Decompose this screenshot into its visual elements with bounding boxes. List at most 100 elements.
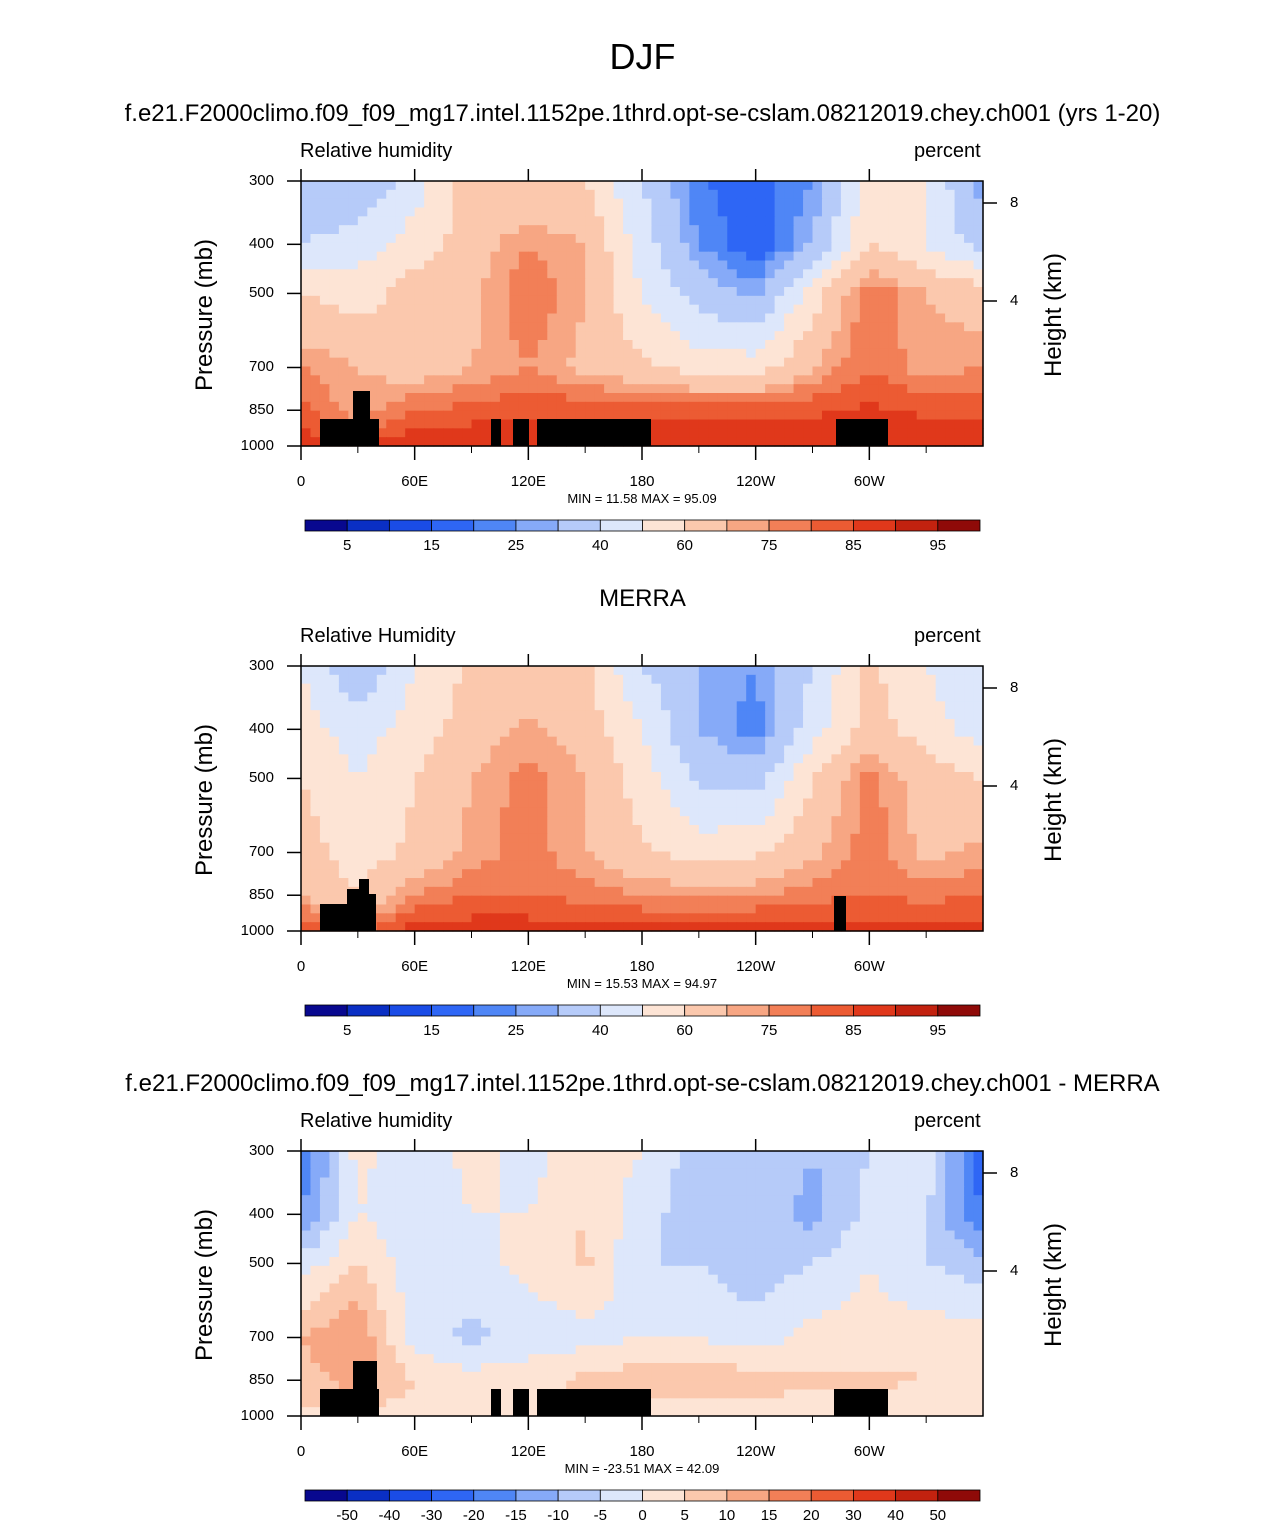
heatmap-cell	[935, 816, 946, 826]
heatmap-cell	[859, 295, 870, 306]
heatmap-cell	[926, 260, 937, 270]
heatmap-cell	[774, 886, 785, 897]
heatmap-cell	[689, 207, 700, 217]
heatmap-cell	[632, 886, 643, 897]
heatmap-cell	[935, 322, 946, 332]
heatmap-cell	[556, 375, 567, 385]
heatmap-cell	[803, 816, 814, 826]
heatmap-cell	[395, 401, 406, 412]
heatmap-cell	[329, 727, 340, 738]
heatmap-cell	[897, 1151, 908, 1161]
heatmap-cell	[916, 419, 927, 429]
heatmap-cell	[433, 384, 444, 394]
heatmap-cell	[812, 384, 823, 394]
heatmap-cell	[964, 1186, 975, 1196]
heatmap-cell	[613, 340, 624, 350]
heatmap-cell	[499, 1195, 510, 1205]
heatmap-cell	[736, 401, 747, 412]
heatmap-cell	[964, 904, 975, 914]
heatmap-cell	[878, 1186, 889, 1196]
heatmap-cell	[859, 727, 870, 738]
heatmap-cell	[357, 1186, 368, 1196]
heatmap-cell	[348, 754, 359, 764]
heatmap-cell	[594, 772, 605, 782]
heatmap-cell	[566, 366, 577, 376]
heatmap-cell	[537, 842, 548, 853]
heatmap-cell	[954, 674, 965, 685]
heatmap-cell	[310, 287, 321, 297]
heatmap-cell	[556, 322, 567, 332]
heatmap-cell	[642, 1168, 653, 1179]
heatmap-cell	[698, 833, 709, 844]
heatmap-cell	[471, 375, 482, 385]
heatmap-cell	[793, 357, 804, 368]
heatmap-cell	[338, 181, 349, 191]
heatmap-cell	[698, 437, 709, 447]
heatmap-cell	[784, 860, 795, 870]
heatmap-cell	[452, 225, 463, 235]
heatmap-cell	[414, 251, 425, 262]
heatmap-cell	[736, 340, 747, 350]
heatmap-cell	[878, 666, 889, 676]
heatmap-cell	[907, 357, 918, 368]
heatmap-cell	[499, 1204, 510, 1214]
heatmap-cell	[433, 242, 444, 253]
heatmap-cell	[348, 1186, 359, 1196]
heatmap-cell	[414, 1159, 425, 1170]
heatmap-cell	[888, 692, 899, 702]
heatmap-cell	[642, 1195, 653, 1205]
heatmap-cell	[689, 710, 700, 720]
heatmap-cell	[537, 904, 548, 914]
heatmap-cell	[888, 437, 899, 447]
heatmap-cell	[575, 922, 586, 932]
heatmap-cell	[499, 269, 510, 279]
heatmap-cell	[386, 701, 397, 711]
heatmap-cell	[878, 260, 889, 270]
heatmap-cell	[452, 1151, 463, 1161]
heatmap-cell	[566, 701, 577, 711]
heatmap-cell	[537, 798, 548, 808]
heatmap-cell	[755, 878, 766, 888]
heatmap-cell	[831, 216, 842, 226]
heatmap-cell	[509, 1168, 520, 1179]
heatmap-cell	[462, 384, 473, 394]
heatmap-cell	[604, 719, 615, 729]
heatmap-cell	[926, 198, 937, 209]
heatmap-cell	[869, 331, 880, 341]
heatmap-cell	[367, 1186, 378, 1196]
heatmap-cell	[642, 189, 653, 200]
heatmap-cell	[566, 189, 577, 200]
heatmap-cell	[499, 904, 510, 914]
heatmap-cell	[301, 904, 312, 914]
heatmap-cell	[433, 278, 444, 288]
heatmap-cell	[632, 366, 643, 376]
heatmap-cell	[660, 895, 672, 906]
heatmap-cell	[916, 437, 927, 447]
heatmap-cell	[869, 410, 880, 421]
colorbar-box	[937, 1004, 981, 1017]
heatmap-cell	[746, 393, 757, 403]
heatmap-cell	[528, 710, 539, 720]
heatmap-cell	[301, 348, 312, 359]
heatmap-cell	[490, 384, 501, 394]
heatmap-cell	[897, 727, 908, 738]
heatmap-cell	[859, 260, 870, 270]
heatmap-cell	[480, 225, 492, 235]
heatmap-cell	[585, 313, 596, 323]
heatmap-cell	[840, 181, 851, 191]
heatmap-cell	[490, 913, 501, 923]
heatmap-cell	[480, 242, 492, 253]
heatmap-cell	[945, 851, 956, 861]
heatmap-cell	[916, 1168, 927, 1179]
heatmap-cell	[310, 428, 321, 438]
heatmap-cell	[755, 225, 766, 235]
heatmap-cell	[405, 331, 416, 341]
heatmap-cell	[793, 313, 804, 323]
heatmap-cell	[935, 1212, 946, 1223]
heatmap-cell	[746, 1177, 757, 1187]
heatmap-cell	[878, 181, 889, 191]
heatmap-cell	[812, 428, 823, 438]
heatmap-cell	[471, 1186, 482, 1196]
heatmap-cell	[575, 710, 586, 720]
heatmap-cell	[585, 198, 596, 209]
